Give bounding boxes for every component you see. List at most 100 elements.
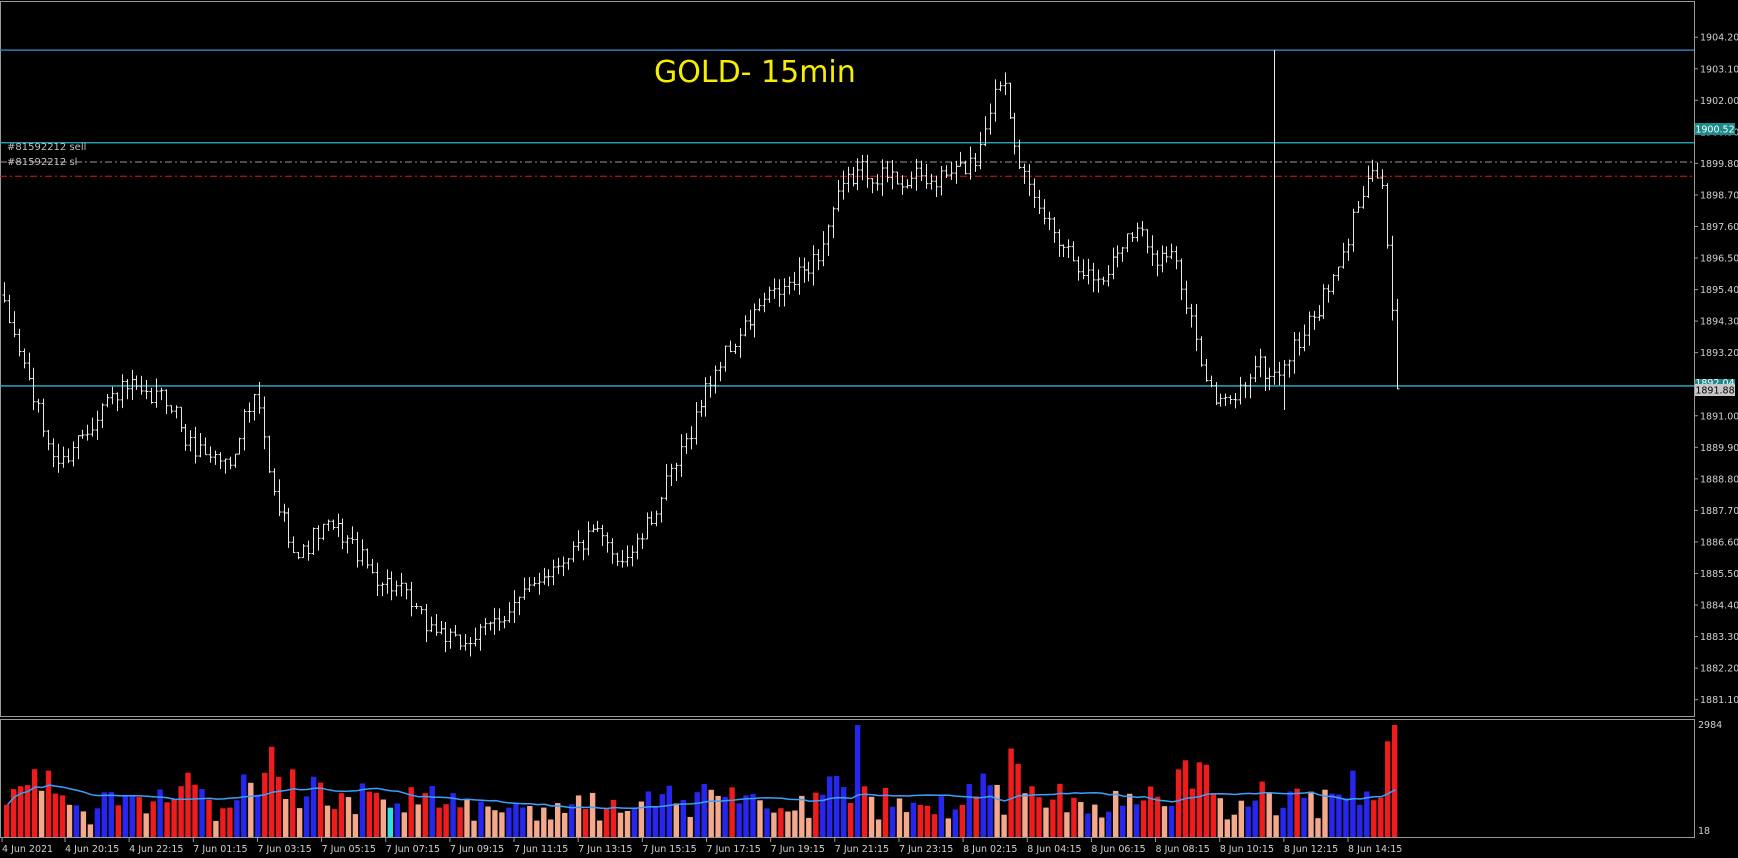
- volume-bar: [1357, 804, 1363, 837]
- price-tick-label: 1883.30: [1700, 632, 1738, 643]
- volume-bar: [1008, 748, 1014, 837]
- price-tick-label: 1888.80: [1700, 474, 1738, 485]
- volume-bar: [694, 792, 700, 837]
- volume-bar: [227, 807, 233, 837]
- volume-bar: [729, 787, 735, 837]
- volume-bars: [4, 725, 1398, 837]
- volume-bar: [290, 769, 296, 837]
- volume-bar: [889, 806, 896, 837]
- volume-bar: [1287, 791, 1293, 837]
- volume-bar: [555, 803, 561, 837]
- volume-bar: [952, 809, 958, 837]
- volume-bar: [1294, 788, 1300, 837]
- volume-bar: [527, 806, 533, 837]
- time-tick-label: 4 Jun 2021: [2, 844, 53, 855]
- volume-bar: [1120, 805, 1126, 837]
- time-axis: 4 Jun 2021 4 Jun 20:15 4 Jun 22:15 7 Jun 01…: [1, 838, 1402, 855]
- volume-bar: [4, 804, 10, 837]
- price-tick-label: 1903.10: [1700, 64, 1738, 75]
- volume-bar: [1336, 794, 1342, 837]
- time-tick-label: 7 Jun 23:15: [899, 844, 953, 855]
- price-tick-label: 1902.00: [1700, 96, 1738, 107]
- volume-bar: [868, 796, 875, 837]
- volume-bar: [541, 807, 547, 837]
- volume-bar: [659, 794, 665, 837]
- volume-bar: [903, 812, 910, 837]
- volume-bar: [841, 787, 847, 837]
- volume-bar: [987, 785, 993, 837]
- volume-bar: [373, 792, 380, 837]
- volume-bar: [875, 819, 882, 837]
- volume-bar: [513, 803, 519, 837]
- price-tick-label: 1885.50: [1700, 569, 1738, 580]
- volume-bar: [157, 789, 163, 837]
- sell-order-label[interactable]: #81592212 sell: [7, 142, 86, 153]
- volume-bar: [813, 792, 819, 837]
- volume-bar: [638, 801, 645, 837]
- volume-bar: [136, 797, 142, 837]
- volume-bar: [799, 795, 805, 837]
- volume-bar: [52, 793, 59, 837]
- volume-bar: [241, 774, 247, 837]
- volume-bar: [408, 787, 414, 837]
- volume-bar: [861, 786, 868, 837]
- time-tick-label: 7 Jun 15:15: [642, 844, 696, 855]
- volume-bar: [1161, 806, 1168, 837]
- volume-bar: [1050, 799, 1056, 837]
- volume-bar: [722, 796, 728, 837]
- volume-bar: [450, 793, 456, 837]
- current-price-tag-bg: [1695, 384, 1735, 396]
- volume-panel-frame: [0, 719, 1695, 838]
- volume-bar: [792, 810, 798, 837]
- volume-bar: [45, 770, 52, 837]
- volume-bar: [122, 796, 128, 837]
- volume-bar: [394, 803, 400, 837]
- volume-bar: [673, 803, 679, 837]
- price-tick-label: 1894.30: [1700, 317, 1738, 328]
- volume-bar: [645, 791, 652, 837]
- volume-bar: [882, 788, 889, 837]
- volume-bar: [520, 807, 526, 837]
- volume-bar: [262, 772, 268, 837]
- volume-bar: [652, 806, 659, 837]
- price-tick-label: 1893.20: [1700, 348, 1738, 359]
- price-tick-label: 1896.50: [1700, 254, 1738, 265]
- price-tick-label: 1898.70: [1700, 190, 1738, 201]
- volume-bar: [994, 784, 1000, 837]
- hidden-price-tag-bg: [1695, 379, 1735, 387]
- time-tick-label: 4 Jun 22:15: [129, 844, 183, 855]
- volume-bar: [1392, 725, 1398, 837]
- volume-bar: [199, 789, 205, 837]
- volume-bar: [596, 820, 603, 837]
- volume-bar: [785, 811, 791, 837]
- volume-bar: [666, 785, 672, 837]
- volume-bar: [917, 804, 924, 837]
- volume-bar: [415, 804, 421, 837]
- volume-bar: [366, 791, 373, 837]
- volume-bar: [1301, 797, 1307, 837]
- volume-bar: [966, 783, 972, 837]
- cyan-line-price-tag-bg: [1695, 123, 1735, 135]
- time-tick-label: 7 Jun 17:15: [707, 844, 761, 855]
- volume-bar: [945, 818, 951, 837]
- time-tick-label: 7 Jun 11:15: [514, 844, 568, 855]
- volume-bar: [380, 799, 386, 837]
- cyan-line-price-tag: 1900.52: [1695, 125, 1734, 136]
- volume-bar: [582, 808, 589, 837]
- volume-bar: [1057, 783, 1063, 837]
- time-tick-label: 7 Jun 01:15: [193, 844, 247, 855]
- volume-bar: [73, 805, 80, 837]
- volume-bar: [736, 803, 742, 837]
- volume-bar: [1224, 819, 1230, 837]
- volume-bar: [1196, 762, 1203, 837]
- volume-bar: [931, 814, 938, 837]
- volume-bar: [303, 796, 310, 837]
- volume-bar: [38, 790, 45, 837]
- volume-bar: [764, 808, 770, 837]
- volume-bar: [1350, 770, 1356, 837]
- price-tick-label: 1899.80: [1700, 159, 1738, 170]
- stop-loss-label[interactable]: #81592212 sl: [7, 157, 77, 168]
- main-panel: [0, 1, 1695, 717]
- volume-bar: [457, 807, 463, 837]
